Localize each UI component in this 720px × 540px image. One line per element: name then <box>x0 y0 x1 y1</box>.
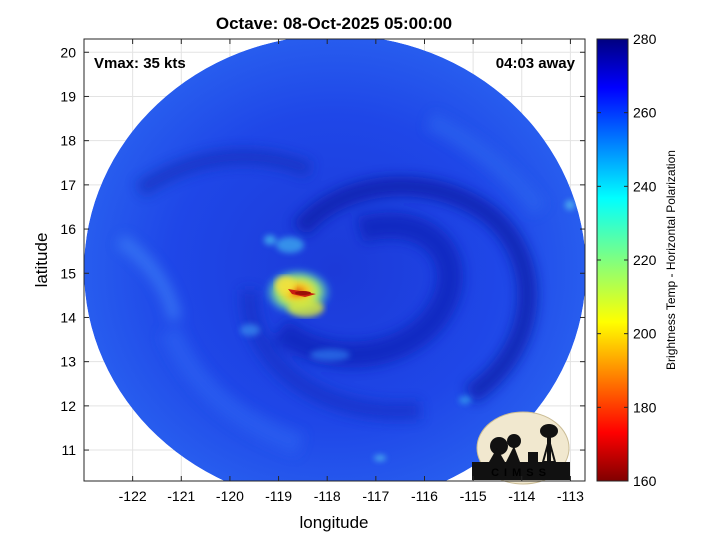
x-tick-label: -117 <box>362 488 389 504</box>
colorbar-tick-label: 260 <box>633 105 657 121</box>
y-tick-label: 20 <box>60 44 76 60</box>
colorbar-gradient <box>596 38 629 482</box>
logo-text: CIMSS <box>491 467 551 479</box>
x-tick-label: -114 <box>508 488 535 504</box>
x-tick-label: -121 <box>167 488 195 504</box>
colorbar-tick-label: 200 <box>633 326 657 342</box>
satellite-swath <box>84 39 585 481</box>
y-tick-label: 11 <box>61 442 76 458</box>
colorbar-tick-label: 280 <box>633 31 657 47</box>
colorbar-tick-label: 180 <box>633 399 657 415</box>
y-tick-label: 19 <box>60 88 76 104</box>
y-tick-label: 13 <box>60 354 76 370</box>
colorbar-tick-label: 160 <box>633 473 657 489</box>
y-tick-label: 17 <box>60 177 76 193</box>
x-tick-label: -118 <box>314 488 341 504</box>
x-tick-label: -113 <box>557 488 584 504</box>
axes-frame <box>83 38 586 482</box>
colorbar: 160 180 200 220 240 260 280 Brightness Temp - … <box>596 31 678 489</box>
x-tick-label: -116 <box>411 488 438 504</box>
y-tick-label: 16 <box>60 221 76 237</box>
y-tick-label: 18 <box>60 133 76 149</box>
x-axis: -122 -121 -120 -119 -118 -117 -116 -115 -114 -113 <box>119 39 584 504</box>
x-tick-label: -122 <box>119 488 147 504</box>
x-tick-label: -120 <box>216 488 244 504</box>
time-away-label: 04:03 away <box>496 55 576 72</box>
y-axis-label: latitude <box>32 233 51 288</box>
vmax-label: Vmax: 35 kts <box>94 55 186 72</box>
y-tick-label: 14 <box>60 309 76 325</box>
x-tick-label: -119 <box>265 488 292 504</box>
cold-cloud-region <box>264 268 332 317</box>
x-axis-label: longitude <box>299 513 368 532</box>
x-tick-label: -115 <box>460 488 487 504</box>
y-tick-label: 15 <box>60 265 76 281</box>
y-axis: 11 12 13 14 15 16 17 18 19 20 <box>60 44 585 458</box>
colorbar-ticks: 160 180 200 220 240 260 280 <box>597 31 657 489</box>
colorbar-tick-label: 220 <box>633 252 657 268</box>
colorbar-label: Brightness Temp - Horizontal Polarizatio… <box>664 150 678 370</box>
cimss-logo: CIMSS <box>472 411 570 485</box>
chart-title: Octave: 08-Oct-2025 05:00:00 <box>216 14 452 33</box>
y-tick-label: 12 <box>60 398 76 414</box>
colorbar-tick-label: 240 <box>633 178 657 194</box>
